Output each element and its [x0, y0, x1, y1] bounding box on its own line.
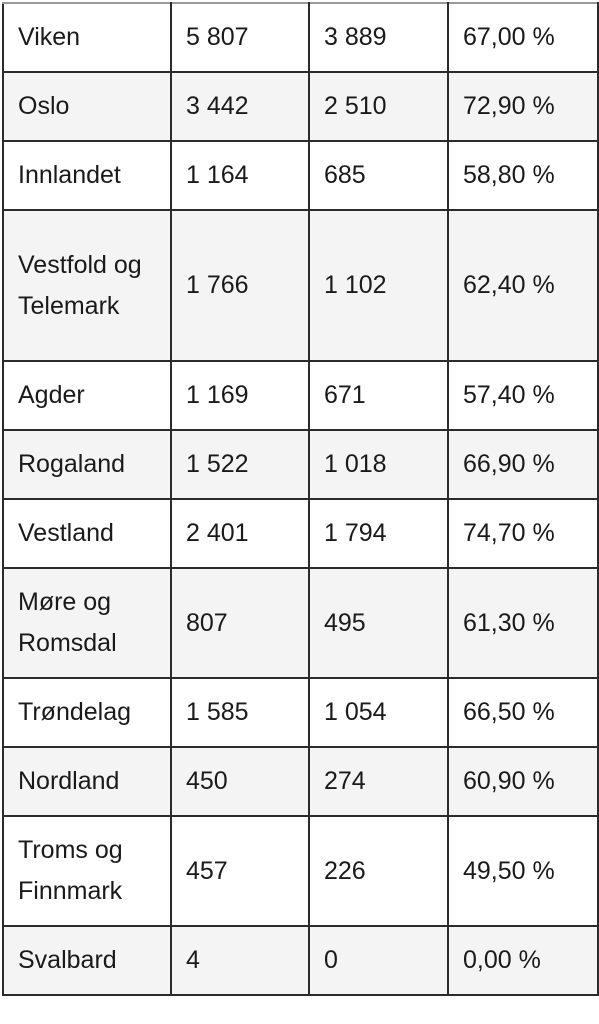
- value-cell: 1 164: [170, 140, 310, 211]
- value-cell: 1 169: [170, 360, 310, 431]
- value-cell: 1 794: [308, 498, 449, 569]
- value-cell: 685: [308, 140, 449, 211]
- value-cell: 1 766: [170, 209, 310, 362]
- table-row: Agder 1 169 671 57,40 %: [2, 360, 599, 431]
- percent-cell: 0,00 %: [447, 925, 599, 996]
- value-cell: 1 522: [170, 429, 310, 500]
- region-cell: Agder: [2, 360, 172, 431]
- region-cell: Svalbard: [2, 925, 172, 996]
- table-row: Troms og Finnmark 457 226 49,50 %: [2, 815, 599, 927]
- table-row: Viken 5 807 3 889 67,00 %: [2, 2, 599, 73]
- percent-cell: 61,30 %: [447, 567, 599, 679]
- percent-cell: 74,70 %: [447, 498, 599, 569]
- percent-cell: 60,90 %: [447, 746, 599, 817]
- region-table: Viken 5 807 3 889 67,00 % Oslo 3 442 2 5…: [2, 2, 599, 996]
- value-cell: 457: [170, 815, 310, 927]
- percent-cell: 49,50 %: [447, 815, 599, 927]
- value-cell: 3 442: [170, 71, 310, 142]
- table-row: Møre og Romsdal 807 495 61,30 %: [2, 567, 599, 679]
- table-row: Rogaland 1 522 1 018 66,90 %: [2, 429, 599, 500]
- table-row: Oslo 3 442 2 510 72,90 %: [2, 71, 599, 142]
- table-row: Nordland 450 274 60,90 %: [2, 746, 599, 817]
- region-table-body: Viken 5 807 3 889 67,00 % Oslo 3 442 2 5…: [2, 2, 599, 996]
- percent-cell: 58,80 %: [447, 140, 599, 211]
- value-cell: 2 510: [308, 71, 449, 142]
- table-row: Trøndelag 1 585 1 054 66,50 %: [2, 677, 599, 748]
- value-cell: 807: [170, 567, 310, 679]
- value-cell: 495: [308, 567, 449, 679]
- table-row: Svalbard 4 0 0,00 %: [2, 925, 599, 996]
- region-cell: Vestfold og Telemark: [2, 209, 172, 362]
- value-cell: 450: [170, 746, 310, 817]
- value-cell: 274: [308, 746, 449, 817]
- region-cell: Møre og Romsdal: [2, 567, 172, 679]
- percent-cell: 67,00 %: [447, 2, 599, 73]
- value-cell: 1 018: [308, 429, 449, 500]
- percent-cell: 66,50 %: [447, 677, 599, 748]
- table-row: Innlandet 1 164 685 58,80 %: [2, 140, 599, 211]
- region-cell: Rogaland: [2, 429, 172, 500]
- value-cell: 3 889: [308, 2, 449, 73]
- value-cell: 0: [308, 925, 449, 996]
- percent-cell: 66,90 %: [447, 429, 599, 500]
- value-cell: 1 054: [308, 677, 449, 748]
- percent-cell: 72,90 %: [447, 71, 599, 142]
- value-cell: 1 585: [170, 677, 310, 748]
- value-cell: 226: [308, 815, 449, 927]
- region-cell: Viken: [2, 2, 172, 73]
- value-cell: 2 401: [170, 498, 310, 569]
- value-cell: 1 102: [308, 209, 449, 362]
- percent-cell: 62,40 %: [447, 209, 599, 362]
- region-cell: Oslo: [2, 71, 172, 142]
- region-cell: Trøndelag: [2, 677, 172, 748]
- region-cell: Nordland: [2, 746, 172, 817]
- value-cell: 671: [308, 360, 449, 431]
- value-cell: 5 807: [170, 2, 310, 73]
- region-cell: Vestland: [2, 498, 172, 569]
- region-cell: Troms og Finnmark: [2, 815, 172, 927]
- table-row: Vestfold og Telemark 1 766 1 102 62,40 %: [2, 209, 599, 362]
- percent-cell: 57,40 %: [447, 360, 599, 431]
- region-cell: Innlandet: [2, 140, 172, 211]
- table-row: Vestland 2 401 1 794 74,70 %: [2, 498, 599, 569]
- value-cell: 4: [170, 925, 310, 996]
- region-table-container: Viken 5 807 3 889 67,00 % Oslo 3 442 2 5…: [2, 2, 599, 996]
